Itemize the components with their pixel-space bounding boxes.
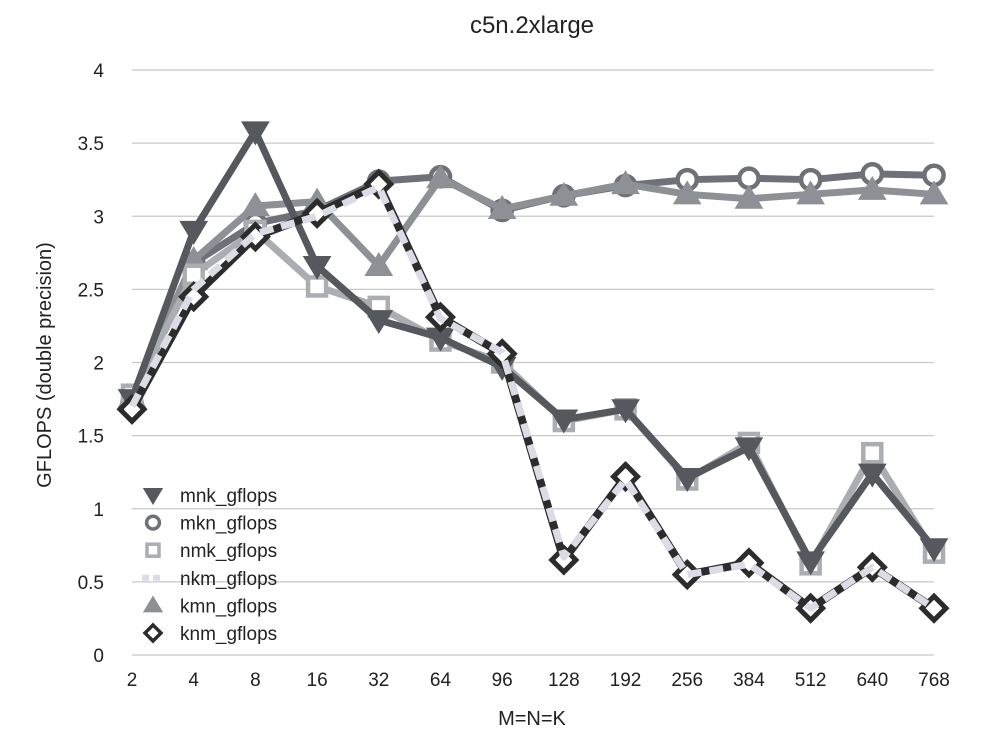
data-point [549, 409, 579, 434]
data-point [305, 275, 329, 298]
y-tick-label: 3.5 [78, 134, 104, 155]
legend-label: kmn_gflops [180, 596, 277, 617]
y-axis-ticks: 0 0.5 1 1.5 2 2.5 3 3.5 4 [78, 61, 105, 667]
grid-lines [132, 69, 934, 656]
legend-item-mnk_gflops: mnk_gflops [142, 486, 277, 507]
data-point [919, 180, 949, 205]
y-tick-label: 3 [93, 207, 104, 228]
legend-label: nmk_gflops [180, 541, 277, 562]
data-point [857, 463, 887, 488]
legend-item-knm_gflops: knm_gflops [142, 622, 277, 645]
legend: mnk_gflops mkn_gflops nmk_gflops nkm_gflops… [142, 486, 277, 645]
data-point [857, 175, 887, 200]
y-tick-label: 1 [93, 500, 104, 521]
x-tick-label: 16 [307, 670, 328, 691]
data-point [241, 192, 270, 217]
data-point [672, 468, 702, 492]
x-axis-label: M=N=K [498, 708, 566, 730]
x-tick-label: 32 [368, 670, 389, 691]
x-tick-label: 128 [548, 670, 580, 691]
series-line [128, 183, 936, 612]
data-point [672, 180, 702, 205]
legend-swatch [142, 488, 164, 505]
legend-swatch [145, 542, 161, 558]
data-point [734, 437, 764, 462]
data-point [861, 441, 884, 465]
data-point [179, 220, 209, 245]
legend-item-nkm_gflops: nkm_gflops [142, 569, 277, 590]
data-point [919, 538, 949, 563]
series-kmn_gflops [117, 164, 949, 408]
y-tick-label: 1.5 [78, 427, 104, 448]
data-point [487, 194, 517, 219]
y-tick-label: 4 [93, 61, 104, 82]
legend-item-nmk_gflops: nmk_gflops [145, 541, 277, 562]
data-point [796, 551, 825, 576]
legend-label: knm_gflops [180, 624, 277, 645]
y-tick-label: 0.5 [78, 573, 104, 594]
data-point [116, 393, 148, 425]
data-point [734, 184, 764, 209]
x-tick-label: 640 [856, 670, 888, 691]
data-point [426, 164, 455, 189]
x-tick-label: 512 [795, 670, 827, 691]
data-point [549, 181, 579, 206]
data-point [611, 399, 640, 424]
y-tick-label: 2.5 [78, 280, 104, 301]
x-tick-label: 64 [430, 670, 452, 691]
chart-title: c5n.2xlarge [470, 12, 594, 39]
x-tick-label: 192 [610, 670, 642, 691]
x-tick-label: 4 [188, 670, 199, 691]
x-tick-label: 2 [127, 670, 138, 691]
legend-item-kmn_gflops: kmn_gflops [142, 595, 277, 617]
data-point [611, 170, 640, 195]
legend-swatch [144, 514, 162, 531]
series-line [128, 174, 935, 400]
x-tick-label: 8 [250, 670, 261, 691]
legend-item-mkn_gflops: mkn_gflops [144, 514, 277, 535]
x-tick-label: 768 [918, 670, 950, 691]
y-axis-label: GFLOPS (double precision) [34, 242, 56, 488]
series-nkm_gflops [128, 183, 936, 612]
x-axis-ticks: 2 4 8 16 32 64 96 128 192 256 384 512 640 768 [127, 670, 950, 691]
legend-label: mnk_gflops [180, 486, 277, 507]
data-point [302, 255, 332, 280]
legend-label: nkm_gflops [180, 569, 277, 590]
x-tick-label: 384 [733, 670, 765, 691]
x-tick-label: 256 [671, 670, 703, 691]
series-layer [116, 121, 950, 624]
data-point [796, 180, 825, 205]
data-point [364, 252, 394, 276]
legend-swatch [142, 622, 164, 644]
data-point [241, 121, 270, 146]
y-tick-label: 0 [93, 646, 104, 667]
series-line [128, 127, 937, 565]
legend-label: mkn_gflops [180, 514, 277, 535]
data-point [364, 310, 394, 335]
legend-swatch [142, 595, 164, 613]
y-tick-label: 2 [93, 354, 104, 375]
x-tick-label: 96 [492, 670, 513, 691]
